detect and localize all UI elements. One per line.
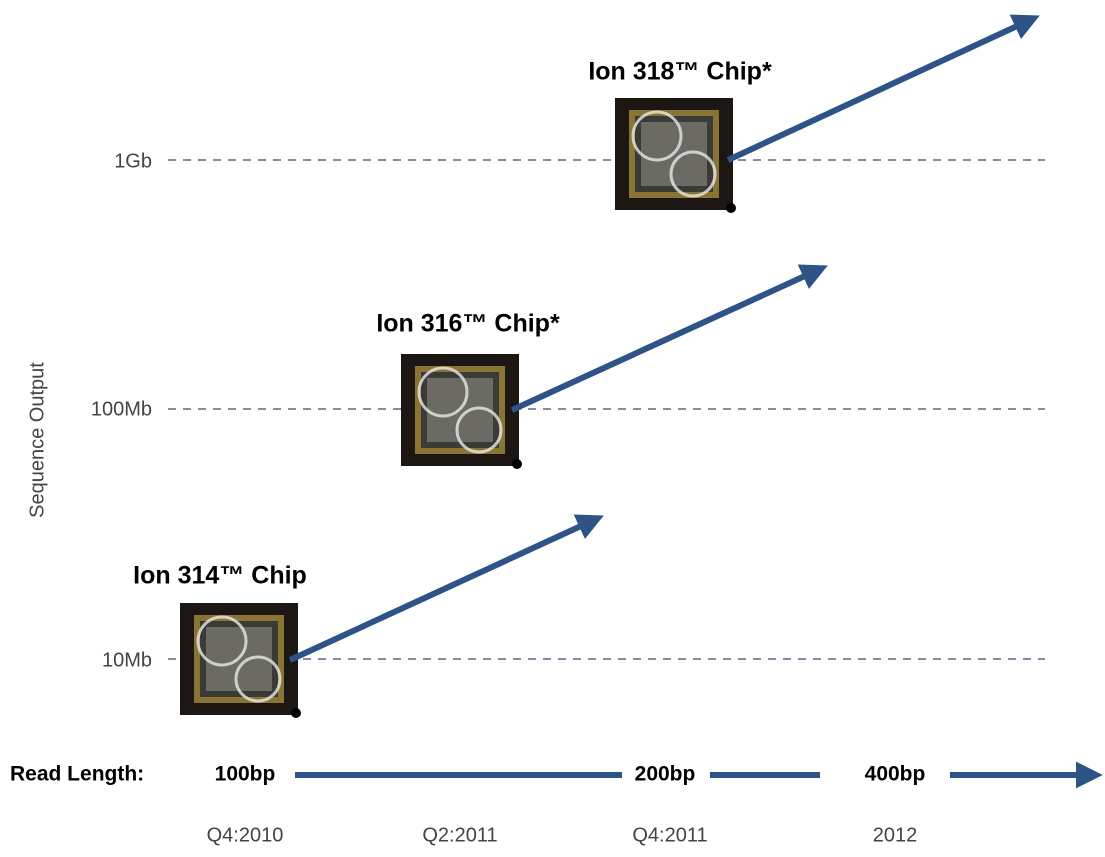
- chip-label: Ion 316™ Chip*: [376, 310, 560, 338]
- chip-image: [613, 96, 738, 215]
- growth-arrow: [726, 14, 1040, 163]
- chip-label: Ion 318™ Chip*: [588, 58, 772, 86]
- chip-image: [399, 352, 524, 471]
- chip-image: [178, 601, 303, 720]
- y-axis-label: Sequence Output: [26, 362, 48, 518]
- read-length-value: 400bp: [865, 763, 926, 786]
- timeline-label: Q2:2011: [422, 824, 497, 846]
- timeline-label: 2012: [873, 824, 918, 846]
- timeline-label: Q4:2010: [207, 824, 284, 846]
- chip-label: Ion 314™ Chip: [133, 562, 307, 590]
- level-label: 10Mb: [102, 649, 152, 671]
- read-length-value: 200bp: [635, 763, 696, 786]
- growth-arrow: [510, 264, 828, 413]
- level-label: 100Mb: [91, 398, 152, 420]
- read-length-title: Read Length:: [10, 763, 144, 786]
- timeline-label: Q4:2011: [632, 824, 707, 846]
- read-length-value: 100bp: [215, 763, 276, 786]
- level-label: 1Gb: [114, 150, 152, 172]
- growth-arrow: [288, 514, 604, 663]
